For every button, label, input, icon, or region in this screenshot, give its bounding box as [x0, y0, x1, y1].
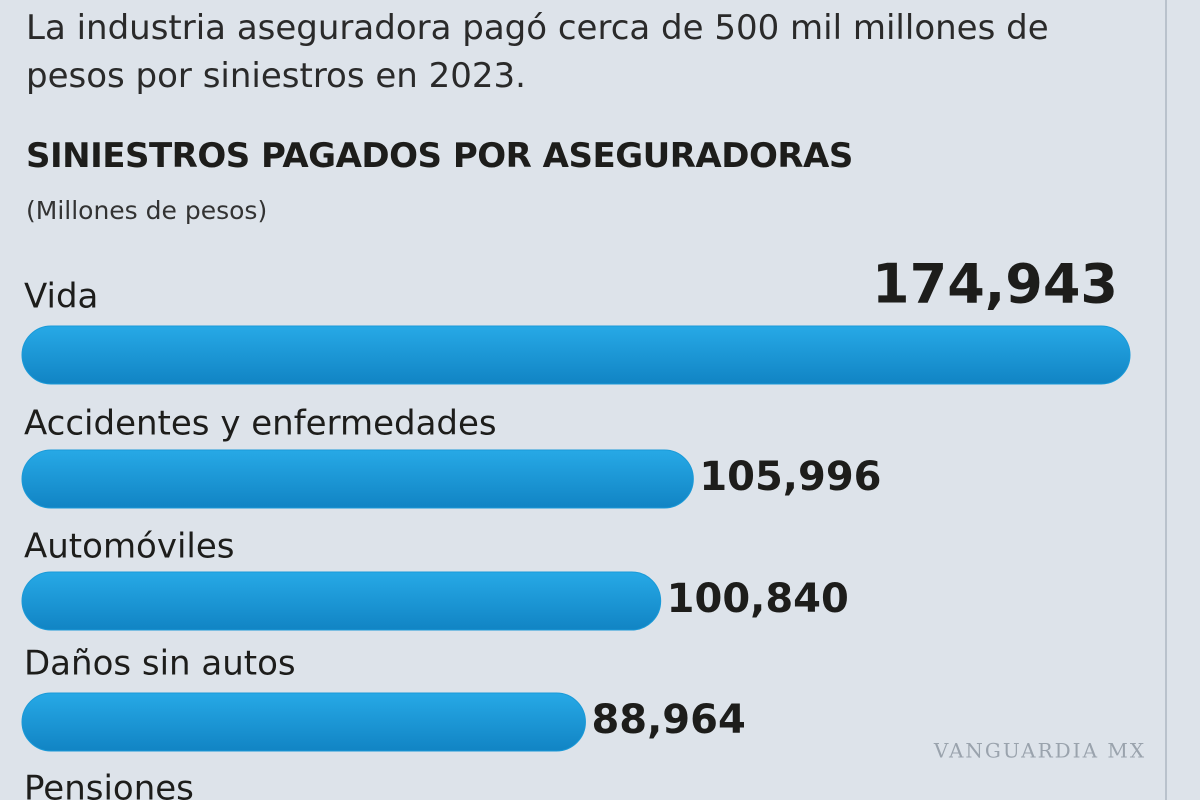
bar	[21, 692, 586, 752]
value-label: 174,943	[872, 253, 1118, 316]
category-label: Accidentes y enfermedades	[24, 404, 497, 444]
chart-title: SINIESTROS PAGADOS POR ASEGURADORAS	[26, 136, 853, 176]
category-label: Automóviles	[24, 527, 235, 567]
watermark: VANGUARDIA MX	[933, 739, 1146, 763]
value-label: 100,840	[667, 576, 849, 622]
category-label: Pensiones	[24, 769, 194, 800]
unit-label: (Millones de pesos)	[26, 196, 268, 225]
category-label: Daños sin autos	[24, 644, 296, 684]
bar	[21, 571, 662, 631]
subtitle: La industria aseguradora pagó cerca de 5…	[26, 8, 1049, 96]
value-label: 88,964	[591, 697, 745, 743]
value-label: 105,996	[699, 454, 881, 500]
bar	[21, 449, 694, 509]
category-label: Vida	[24, 277, 98, 317]
bar	[21, 325, 1131, 385]
